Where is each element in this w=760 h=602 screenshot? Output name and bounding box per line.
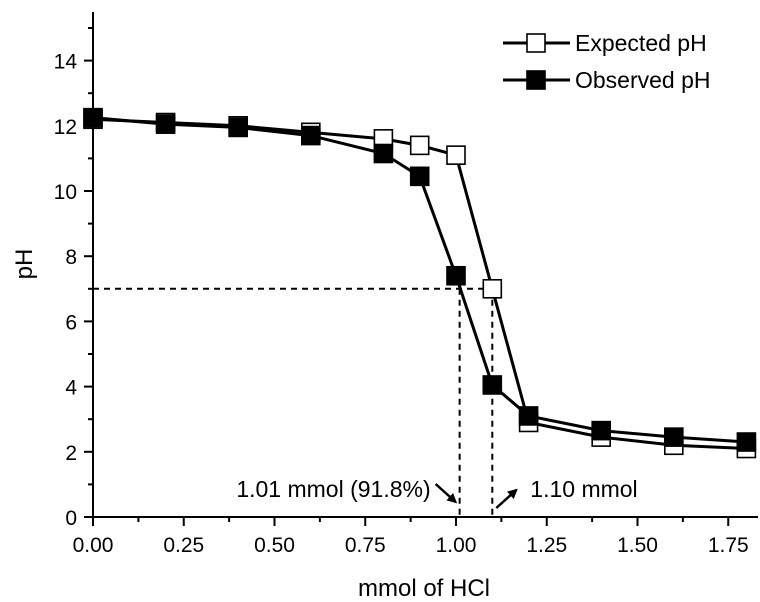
data-point <box>482 278 503 299</box>
series-layer <box>83 107 757 459</box>
x-tick-label: 1.00 <box>436 534 477 557</box>
x-tick-label: 0.00 <box>73 534 114 557</box>
y-tick-label: 12 <box>54 116 77 139</box>
data-point <box>300 125 321 146</box>
data-point <box>482 375 503 395</box>
legend-marker-observed <box>526 70 546 90</box>
data-point <box>409 135 430 156</box>
series-observed <box>83 107 757 452</box>
legend: Expected pH Observed pH <box>503 30 711 93</box>
data-point <box>736 432 757 452</box>
x-tick-label: 1.75 <box>708 534 749 557</box>
data-point <box>663 427 684 447</box>
data-point <box>446 145 466 165</box>
y-tick-label: 2 <box>65 442 77 465</box>
data-point <box>155 114 176 134</box>
y-tick-label: 8 <box>65 246 77 269</box>
y-tick-label: 0 <box>65 507 77 530</box>
series-line <box>92 116 747 444</box>
annotation-arrow <box>495 488 518 509</box>
y-axis-title: pH <box>11 249 38 280</box>
data-point <box>373 143 394 164</box>
legend-label-observed: Observed pH <box>575 67 711 93</box>
data-point <box>446 265 466 286</box>
data-point <box>591 420 612 441</box>
y-tick-label: 14 <box>54 51 78 74</box>
legend-marker-expected <box>526 33 546 53</box>
data-point <box>518 406 539 426</box>
series-line <box>92 117 747 451</box>
y-tick-label: 4 <box>65 377 77 400</box>
x-tick-label: 0.75 <box>345 534 386 557</box>
annotation-expected-equivalence: 1.10 mmol <box>530 476 637 502</box>
y-tick-label: 10 <box>54 181 77 204</box>
legend-label-expected: Expected pH <box>575 30 707 56</box>
y-tick-label: 6 <box>65 311 77 334</box>
x-tick-label: 0.50 <box>254 534 295 557</box>
data-point <box>409 166 430 187</box>
x-tick-label: 0.25 <box>163 534 204 557</box>
annotation-observed-equivalence: 1.01 mmol (91.8%) <box>236 476 430 502</box>
x-tick-label: 1.50 <box>617 534 658 557</box>
annotation-arrow <box>434 483 458 504</box>
x-axis-title: mmol of HCl <box>358 575 490 602</box>
y-axis-ticks: 0 2 4 6 8 10 12 14 <box>54 27 93 530</box>
data-point <box>228 117 248 138</box>
x-axis-ticks: 0.00 0.25 0.50 0.75 1.00 1.25 1.50 1.75 <box>73 517 749 557</box>
series-expected <box>83 109 757 459</box>
reference-lines <box>93 287 494 517</box>
x-tick-label: 1.25 <box>526 534 567 557</box>
annotation-layer: 1.01 mmol (91.8%) 1.10 mmol <box>236 476 638 509</box>
